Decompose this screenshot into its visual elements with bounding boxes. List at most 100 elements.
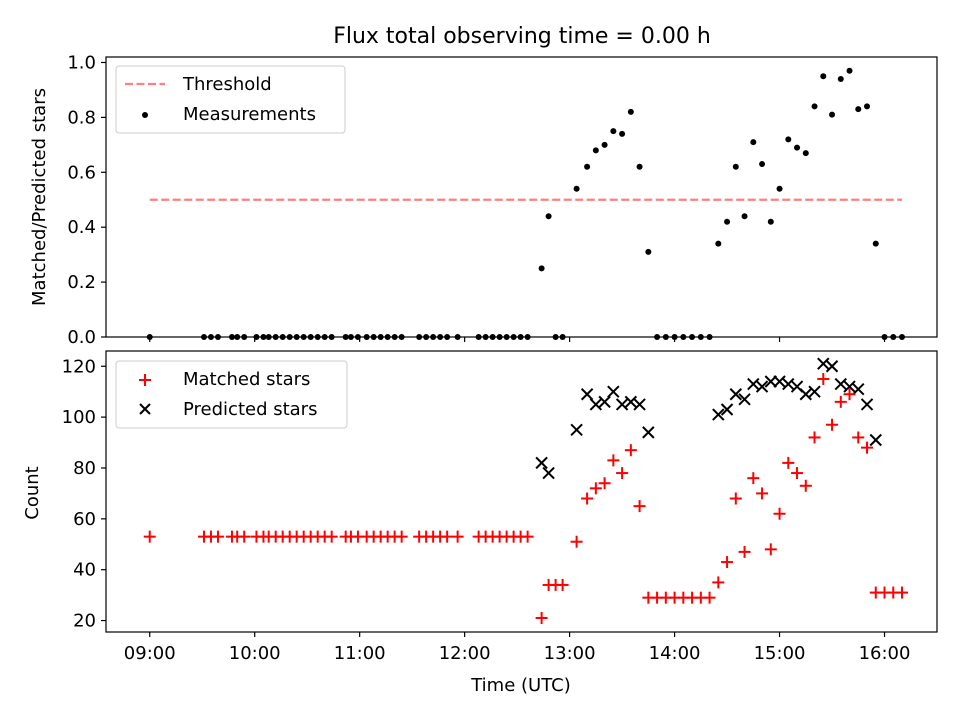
predicted-star-marker [598, 395, 611, 409]
measurement-point [715, 240, 722, 247]
measurement-point [724, 218, 731, 225]
top-axes-frame [105, 56, 938, 338]
predicted-legend-swatch [139, 403, 151, 415]
matched-star-marker [791, 467, 804, 480]
matched-star-marker [861, 441, 874, 454]
measurement-point [794, 144, 801, 151]
x-tick-label: 10:00 [229, 643, 281, 664]
matched-star-marker [616, 467, 629, 480]
predicted-star-marker [589, 398, 603, 411]
threshold-legend-label: Threshold [182, 74, 272, 95]
measurement-point [776, 185, 783, 192]
matched-star-marker [211, 530, 224, 543]
measurement-point [846, 67, 853, 74]
predicted-star-marker [642, 426, 655, 439]
bottom-y-tick-label: 100 [62, 407, 96, 428]
matched-star-marker [782, 456, 795, 469]
matched-star-marker [570, 535, 583, 548]
top-y-tick-label: 1.0 [67, 52, 96, 73]
matched-star-marker [826, 418, 839, 431]
x-tick-label: 15:00 [754, 643, 806, 664]
matched-star-marker [633, 500, 646, 513]
matched-star-marker [834, 395, 847, 408]
measurement-point [872, 240, 879, 247]
measurement-point [802, 150, 809, 157]
measurement-point [811, 103, 818, 110]
matched-star-marker [817, 372, 830, 385]
predicted-legend-label: Predicted stars [183, 399, 317, 420]
matched-star-marker [721, 556, 734, 569]
predicted-star-marker [782, 377, 795, 391]
predicted-star-marker [808, 385, 821, 398]
matched-star-marker [808, 431, 821, 444]
measurement-point [750, 139, 757, 146]
x-tick-label: 16:00 [859, 643, 911, 664]
matched-star-marker [441, 530, 454, 543]
predicted-star-marker [860, 398, 874, 411]
top-y-tick-label: 0.0 [67, 327, 96, 348]
predicted-star-marker [869, 433, 882, 447]
measurements-legend-label: Measurements [183, 104, 316, 125]
bottom-y-tick-label: 40 [73, 560, 96, 581]
measurement-point [759, 161, 766, 168]
predicted-star-marker [580, 388, 594, 401]
bottom-y-label: Count [22, 466, 43, 519]
predicted-star-marker [535, 456, 548, 470]
top-y-label: Matched/Predicted stars [29, 88, 50, 306]
predicted-star-marker [570, 423, 583, 437]
matched-legend-swatch [139, 374, 151, 386]
x-tick-label: 09:00 [124, 643, 176, 664]
matched-star-marker [843, 388, 856, 401]
matched-star-marker [747, 472, 760, 485]
matched-star-marker [624, 444, 637, 457]
predicted-star-marker [747, 377, 760, 391]
top-legend: Threshold Measurements [115, 65, 346, 134]
predicted-star-marker [624, 395, 638, 409]
bottom-panel: 09:00 10:00 11:00 12:00 13:00 14:00 15:00 16:00… [22, 350, 938, 664]
bottom-plot-area [143, 357, 909, 625]
measurement-point [619, 130, 626, 137]
measurement-point [592, 147, 599, 154]
measurement-point [820, 73, 827, 80]
measurement-point [601, 141, 608, 148]
top-y-tick-label: 0.6 [67, 162, 96, 183]
matched-star-marker [581, 492, 594, 505]
matched-star-marker [896, 586, 909, 599]
predicted-star-marker [738, 393, 751, 406]
bottom-y-tick-label: 80 [73, 458, 96, 479]
matched-star-marker [799, 479, 812, 492]
matched-star-marker [451, 530, 464, 543]
predicted-star-marker [755, 380, 769, 393]
bottom-y-tick-label: 120 [62, 356, 96, 377]
matched-star-marker [852, 431, 865, 444]
predicted-star-marker [817, 357, 830, 370]
bottom-axes-frame [105, 350, 938, 633]
matched-star-marker [535, 612, 548, 625]
bottom-legend: Matched stars Predicted stars [115, 360, 348, 429]
measurement-point [645, 248, 652, 255]
predicted-star-marker [633, 398, 646, 411]
predicted-star-marker [852, 382, 865, 396]
matched-star-marker [598, 477, 611, 490]
matched-star-marker [325, 530, 338, 543]
bottom-legend-box [115, 360, 348, 429]
measurement-point [573, 185, 580, 192]
bottom-ticks: 09:00 10:00 11:00 12:00 13:00 14:00 15:00 16:00… [62, 356, 911, 664]
matched-star-marker [703, 591, 716, 604]
chart-title: Flux total observing time = 0.00 h [333, 24, 711, 49]
top-panel: 0.0 0.2 0.4 0.6 0.8 1.0 Matched/Predicted sta… [29, 52, 938, 348]
measurement-point [741, 213, 748, 220]
predicted-star-marker [843, 380, 856, 393]
predicted-star-marker [607, 385, 620, 398]
matched-star-marker [738, 545, 751, 558]
matched-star-marker [607, 454, 620, 467]
x-tick-label: 13:00 [544, 643, 596, 664]
top-ticks: 0.0 0.2 0.4 0.6 0.8 1.0 [67, 52, 886, 348]
matched-star-marker [589, 482, 602, 495]
predicted-star-marker [729, 388, 743, 401]
matched-star-marker [756, 487, 769, 500]
predicted-star-marker [825, 360, 839, 373]
measurement-point [627, 108, 634, 115]
predicted-star-marker [834, 377, 847, 391]
